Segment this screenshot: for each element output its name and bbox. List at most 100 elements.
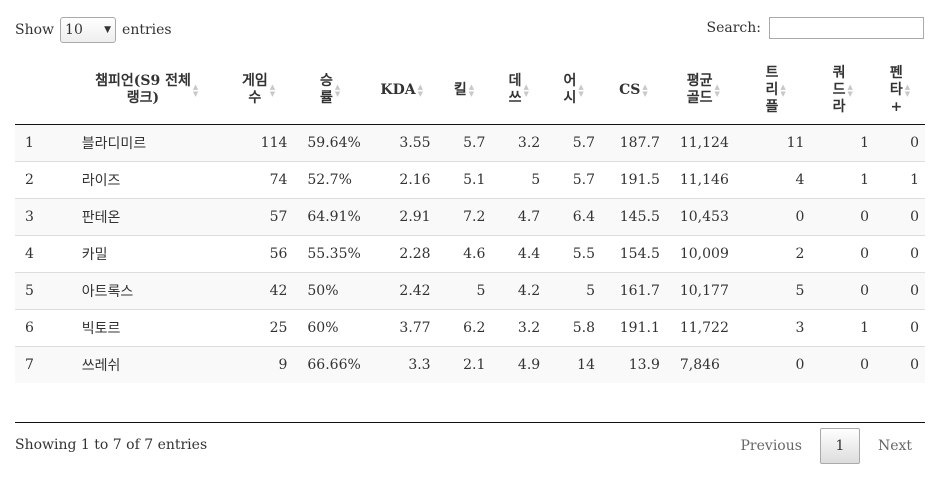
table-cell: 4 bbox=[15, 235, 70, 273]
column-header-12[interactable]: 펜 타 + ▲ ▼ bbox=[875, 56, 925, 125]
header-line: 게임 bbox=[241, 73, 268, 89]
table-cell: 154.5 bbox=[600, 235, 666, 273]
table-bottom-border bbox=[15, 422, 925, 423]
table-cell: 2 bbox=[740, 235, 811, 273]
column-header-1[interactable]: 챔피언(S9 전체 랭크) ▲ ▼ bbox=[69, 56, 224, 125]
table-cell: 1 bbox=[810, 309, 876, 347]
header-line: 라 bbox=[832, 98, 846, 115]
column-header-5[interactable]: 킬 ▲ ▼ bbox=[436, 56, 492, 125]
table-cell: 4 bbox=[740, 161, 811, 199]
header-line: + bbox=[890, 98, 903, 115]
column-header-label: 챔피언(S9 전체 랭크) bbox=[95, 73, 191, 107]
table-cell: 10,009 bbox=[665, 235, 741, 273]
column-header-0 bbox=[15, 56, 70, 125]
table-cell: 145.5 bbox=[600, 198, 666, 236]
table-cell: 5.1 bbox=[436, 161, 492, 199]
table-cell: 10,453 bbox=[665, 198, 741, 236]
table-row[interactable]: 6 빅토르 25 60% 3.77 6.2 3.2 5.8 191.1 11,722 3 1 0 bbox=[15, 309, 925, 347]
column-header-3[interactable]: 승 률 ▲ ▼ bbox=[293, 56, 367, 125]
table-cell: 2.91 bbox=[366, 198, 437, 236]
table-cell: 57 bbox=[223, 198, 294, 236]
table-cell: 56 bbox=[223, 235, 294, 273]
table-cell: 6.4 bbox=[546, 198, 601, 236]
column-header-label: KDA bbox=[380, 82, 415, 99]
column-header-10[interactable]: 트 리 플 ▲ ▼ bbox=[740, 56, 811, 125]
header-line: 랭크) bbox=[126, 90, 160, 106]
header-line: 플 bbox=[765, 98, 779, 115]
next-button[interactable]: Next bbox=[877, 438, 912, 454]
table-cell: 10,177 bbox=[665, 272, 741, 310]
header-line: 률 bbox=[319, 90, 333, 106]
sort-icon: ▲ ▼ bbox=[523, 82, 529, 98]
column-header-2[interactable]: 게임 수 ▲ ▼ bbox=[223, 56, 294, 125]
column-header-4[interactable]: KDA ▲ ▼ bbox=[366, 56, 437, 125]
table-cell: 3 bbox=[740, 309, 811, 347]
table-cell: 2.1 bbox=[436, 346, 492, 383]
table-row[interactable]: 5 아트록스 42 50% 2.42 5 4.2 5 161.7 10,177 5 0 0 bbox=[15, 272, 925, 310]
table-row[interactable]: 2 라이즈 74 52.7% 2.16 5.1 5 5.7 191.5 11,146 4 1 1 bbox=[15, 161, 925, 199]
column-header-6[interactable]: 데 쓰 ▲ ▼ bbox=[491, 56, 547, 125]
entries-length-select[interactable]: 10 ▼ bbox=[60, 17, 117, 43]
table-row[interactable]: 4 카밀 56 55.35% 2.28 4.6 4.4 5.5 154.5 10,009 2 0 0 bbox=[15, 235, 925, 273]
column-header-7[interactable]: 어 시 ▲ ▼ bbox=[546, 56, 601, 125]
search-input[interactable] bbox=[769, 17, 924, 39]
table-cell: 0 bbox=[875, 346, 925, 383]
header-row: 챔피언(S9 전체 랭크) ▲ ▼ 게임 수 ▲ ▼ 승 률 ▲ ▼ KDA ▲ ▼ 킬 ▲ ▼ 데 쓰 ▲ ▼ 어 시 ▲ ▼ C… bbox=[15, 56, 925, 125]
table-row[interactable]: 1 블라디미르 114 59.64% 3.55 5.7 3.2 5.7 187.7 11,124 1… bbox=[15, 124, 925, 162]
table-cell: 7,846 bbox=[665, 346, 741, 383]
table-cell: 5 bbox=[740, 272, 811, 310]
champion-stats-table: 챔피언(S9 전체 랭크) ▲ ▼ 게임 수 ▲ ▼ 승 률 ▲ ▼ KDA ▲ ▼ 킬 ▲ ▼ 데 쓰 ▲ ▼ 어 시 ▲ ▼ C… bbox=[15, 56, 925, 383]
table-cell: 6.2 bbox=[436, 309, 492, 347]
table-row[interactable]: 3 판테온 57 64.91% 2.91 7.2 4.7 6.4 145.5 10,453 0 0 0 bbox=[15, 198, 925, 236]
table-cell: 4.6 bbox=[436, 235, 492, 273]
table-cell: 64.91% bbox=[293, 198, 367, 236]
table-cell: 아트록스 bbox=[69, 272, 224, 310]
header-line: KDA bbox=[380, 81, 416, 98]
previous-button[interactable]: Previous bbox=[740, 438, 802, 454]
table-cell: 11,124 bbox=[665, 124, 741, 162]
header-line: 시 bbox=[563, 90, 577, 106]
header-line: 펜 bbox=[889, 64, 903, 81]
table-cell: 4.4 bbox=[491, 235, 547, 273]
header-line: 타 bbox=[889, 81, 903, 98]
table-cell: 1 bbox=[875, 161, 925, 199]
table-cell: 0 bbox=[810, 198, 876, 236]
column-header-11[interactable]: 쿼 드 라 ▲ ▼ bbox=[810, 56, 876, 125]
table-cell: 3.2 bbox=[491, 309, 547, 347]
header-line: 평균 bbox=[686, 73, 713, 89]
table-cell: 0 bbox=[740, 198, 811, 236]
column-header-label: 평균 골드 bbox=[687, 73, 713, 107]
table-cell: 3.3 bbox=[366, 346, 437, 383]
table-cell: 7 bbox=[15, 346, 70, 383]
chevron-down-icon: ▼ bbox=[104, 25, 112, 35]
header-line: 골드 bbox=[686, 90, 713, 106]
table-cell: 114 bbox=[223, 124, 294, 162]
table-cell: 라이즈 bbox=[69, 161, 224, 199]
sort-icon: ▲ ▼ bbox=[269, 82, 276, 98]
page-1-button[interactable]: 1 bbox=[819, 428, 860, 464]
table-info: Showing 1 to 7 of 7 entries bbox=[15, 437, 208, 453]
table-cell: 0 bbox=[875, 198, 925, 236]
table-cell: 74 bbox=[223, 161, 294, 199]
sort-icon: ▲ ▼ bbox=[334, 82, 341, 98]
table-cell: 52.7% bbox=[293, 161, 367, 199]
table-cell: 5.7 bbox=[546, 124, 601, 162]
entries-length-value: 10 bbox=[65, 22, 83, 38]
sort-icon: ▲ ▼ bbox=[642, 82, 648, 98]
column-header-8[interactable]: CS ▲ ▼ bbox=[600, 56, 666, 125]
table-row[interactable]: 7 쓰레쉬 9 66.66% 3.3 2.1 4.9 14 13.9 7,846 0 0 0 bbox=[15, 346, 925, 383]
table-cell: 1 bbox=[15, 124, 70, 162]
header-line: 트 bbox=[765, 64, 779, 81]
table-cell: 187.7 bbox=[600, 124, 666, 162]
table-cell: 5.7 bbox=[436, 124, 492, 162]
table-cell: 191.1 bbox=[600, 309, 666, 347]
column-header-9[interactable]: 평균 골드 ▲ ▼ bbox=[665, 56, 741, 125]
table-cell: 55.35% bbox=[293, 235, 367, 273]
header-line: 드 bbox=[832, 81, 846, 98]
table-cell: 3 bbox=[15, 198, 70, 236]
header-line: 승 bbox=[319, 73, 333, 89]
table-cell: 0 bbox=[875, 272, 925, 310]
